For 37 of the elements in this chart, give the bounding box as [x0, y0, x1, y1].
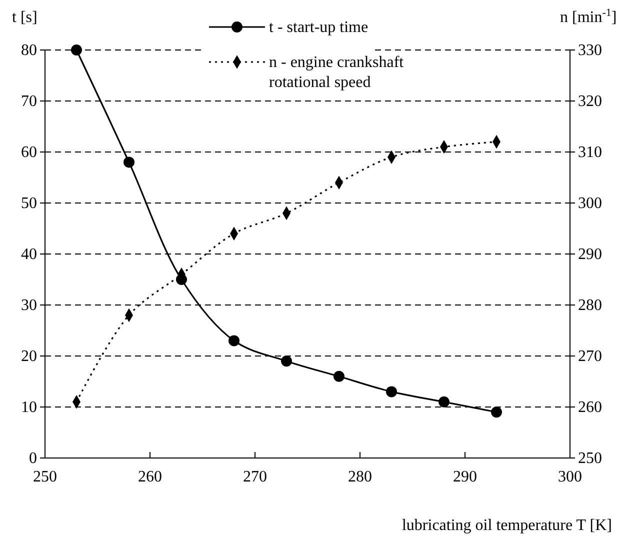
- y-tick-label: 60: [21, 144, 37, 162]
- y-tick-label: 80: [21, 42, 37, 60]
- x-tick-label: 280: [348, 468, 372, 486]
- y2-tick-label: 330: [578, 42, 602, 60]
- point: [438, 396, 450, 408]
- y2-tick-label: 310: [578, 144, 602, 162]
- point: [228, 335, 240, 346]
- y2-tick-label: 280: [578, 297, 602, 314]
- x-tick-label: 270: [243, 468, 267, 486]
- y-axis-title: t [s]: [12, 9, 38, 26]
- y2-tick-label: 300: [578, 195, 602, 212]
- x-tick-label: 250: [33, 468, 57, 486]
- point: [334, 370, 344, 382]
- y-tick-label: 40: [21, 246, 37, 264]
- point: [71, 44, 82, 56]
- x-axis-title: lubricating oil temperature T [K]: [402, 517, 612, 534]
- y-tick-label: 0: [29, 450, 37, 468]
- y2-tick-label: 270: [578, 348, 602, 366]
- point: [386, 386, 397, 398]
- x-tick-label: 290: [453, 468, 477, 486]
- y-tick-label: 50: [21, 195, 37, 212]
- y-tick-label: 70: [21, 93, 37, 110]
- legend-label: t - start-up time: [269, 19, 368, 36]
- point: [124, 156, 134, 168]
- y-tick-label: 30: [21, 297, 37, 314]
- y2-tick-label: 320: [578, 93, 602, 110]
- x-tick-label: 260: [138, 468, 162, 486]
- y2-tick-label: 290: [578, 246, 602, 264]
- y-tick-label: 20: [21, 348, 37, 366]
- x-tick-label: 300: [558, 468, 582, 486]
- y2-tick-label: 250: [578, 450, 602, 468]
- point: [281, 356, 292, 367]
- y-tick-label: 10: [21, 399, 37, 416]
- legend-label: n - engine crankshaft rotational speed: [269, 54, 404, 91]
- point: [491, 406, 502, 418]
- y2-tick-label: 260: [578, 399, 602, 416]
- y2-axis-title: n [min$^{-1}$]: [560, 7, 617, 26]
